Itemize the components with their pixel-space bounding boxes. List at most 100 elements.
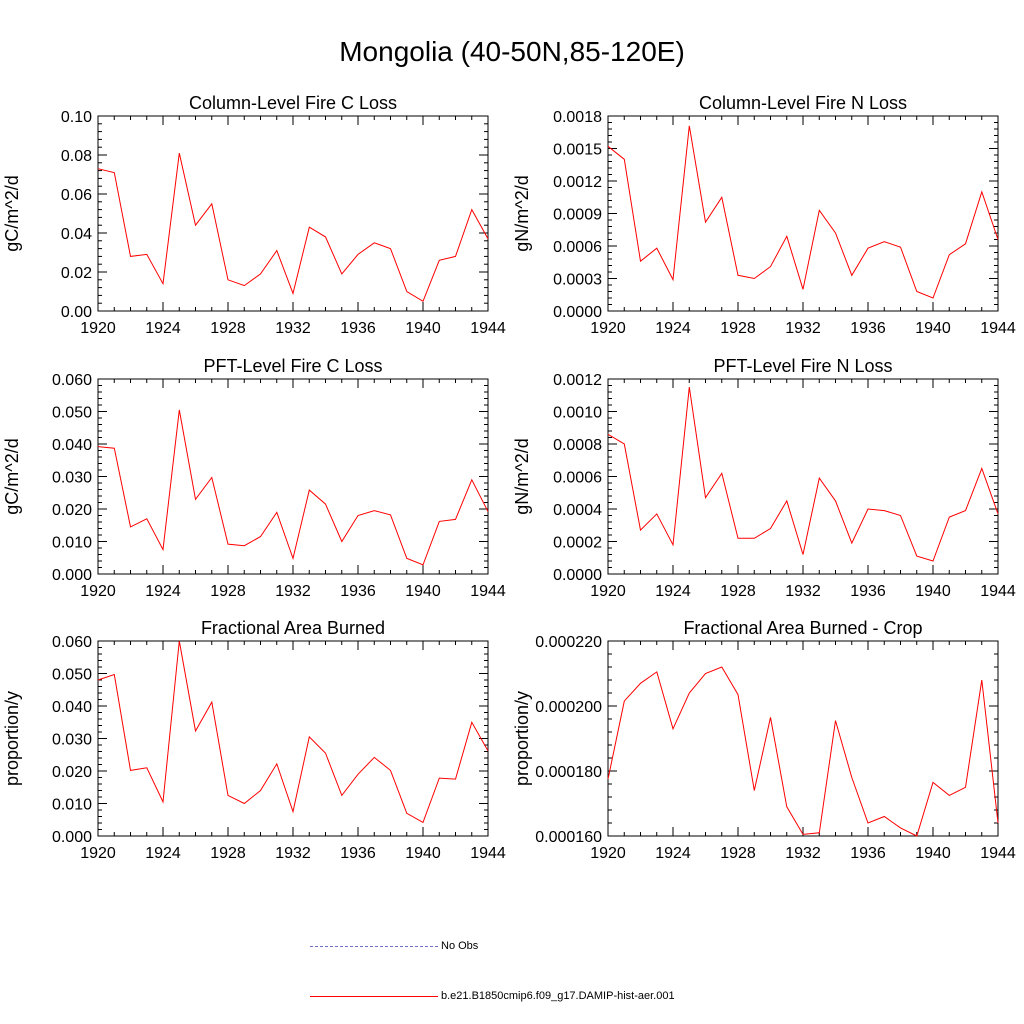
- x-tick-label: 1928: [210, 583, 246, 600]
- y-tick-label: 0.0012: [553, 372, 602, 389]
- x-tick-label: 1944: [980, 845, 1016, 862]
- x-tick-label: 1936: [850, 320, 886, 337]
- x-tick-label: 1920: [80, 320, 116, 337]
- chart-panel-4: 1920 1924 1928 1932 1936 1940 1944 0.0000 0.0002…: [512, 356, 1016, 600]
- y-axis-label: proportion/y: [2, 691, 22, 786]
- y-tick-label: 0.040: [52, 437, 92, 454]
- y-tick-label: 0.0009: [553, 207, 602, 224]
- y-tick-label: 0.020: [52, 764, 92, 781]
- y-tick-label: 0.010: [52, 797, 92, 814]
- x-tick-label: 1924: [655, 845, 691, 862]
- plot-frame: [607, 640, 999, 837]
- y-tick-label: 0.0018: [553, 109, 602, 126]
- y-tick-label: 0.030: [52, 732, 92, 749]
- y-tick-label: 0.04: [61, 226, 92, 243]
- series-line-1: [97, 409, 489, 566]
- x-tick-label: 1920: [590, 845, 626, 862]
- x-tick-label: 1932: [785, 320, 821, 337]
- x-tick-label: 1944: [980, 320, 1016, 337]
- y-axis-label: gC/m^2/d: [2, 438, 22, 514]
- x-tick-label: 1920: [80, 845, 116, 862]
- x-tick-label: 1920: [590, 320, 626, 337]
- chart-panel-5: 1920 1924 1928 1932 1936 1940 1944 0.000 0.010 0.…: [2, 618, 506, 862]
- x-tick-label: 1932: [275, 845, 311, 862]
- y-tick-label: 0.0004: [553, 502, 602, 519]
- plot-frame: [97, 378, 489, 575]
- y-tick-label: 0.0010: [553, 405, 602, 422]
- subplot-title: Column-Level Fire N Loss: [699, 93, 907, 113]
- x-tick-label: 1936: [340, 583, 376, 600]
- x-tick-label: 1924: [655, 320, 691, 337]
- y-tick-label: 0.030: [52, 470, 92, 487]
- x-tick-label: 1928: [210, 845, 246, 862]
- y-tick-label: 0.000220: [535, 634, 602, 651]
- y-tick-label: 0.020: [52, 502, 92, 519]
- y-tick-label: 0.0000: [553, 304, 602, 321]
- x-tick-label: 1944: [980, 583, 1016, 600]
- subplot-title: Fractional Area Burned - Crop: [683, 618, 922, 638]
- x-tick-label: 1940: [405, 845, 441, 862]
- y-tick-label: 0.0006: [553, 470, 602, 487]
- x-tick-label: 1924: [145, 583, 181, 600]
- x-tick-label: 1944: [470, 845, 506, 862]
- legend-label-model: b.e21.B1850cmip6.f09_g17.DAMIP-hist-aer.…: [441, 990, 675, 1002]
- y-tick-label: 0.08: [61, 148, 92, 165]
- chart-panel-2: 1920 1924 1928 1932 1936 1940 1944 0.0000 0.0003…: [512, 93, 1016, 337]
- legend-label-obs: No Obs: [441, 940, 479, 952]
- y-tick-label: 0.040: [52, 699, 92, 716]
- series-line-1: [607, 125, 999, 299]
- x-tick-label: 1928: [720, 320, 756, 337]
- x-tick-label: 1932: [785, 845, 821, 862]
- plot-frame: [97, 640, 489, 837]
- x-tick-label: 1940: [405, 583, 441, 600]
- x-tick-label: 1920: [80, 583, 116, 600]
- x-tick-label: 1936: [850, 583, 886, 600]
- y-tick-label: 0.000200: [535, 699, 602, 716]
- subplot-title: PFT-Level Fire N Loss: [713, 356, 892, 376]
- x-tick-label: 1936: [340, 845, 376, 862]
- x-tick-label: 1940: [915, 845, 951, 862]
- y-tick-label: 0.000180: [535, 764, 602, 781]
- y-axis-label: gC/m^2/d: [2, 175, 22, 251]
- legend-swatch-obs: [310, 946, 438, 947]
- y-tick-label: 0.060: [52, 634, 92, 651]
- y-tick-label: 0.000: [52, 829, 92, 846]
- series-line-1: [97, 152, 489, 303]
- x-tick-label: 1932: [785, 583, 821, 600]
- y-axis-label: gN/m^2/d: [512, 438, 532, 514]
- x-tick-label: 1936: [850, 845, 886, 862]
- y-tick-label: 0.0012: [553, 174, 602, 191]
- x-tick-label: 1944: [470, 583, 506, 600]
- legend-swatch-model: [310, 996, 438, 997]
- chart-panel-1: 1920 1924 1928 1932 1936 1940 1944 0.00 0.02 0.04…: [2, 93, 506, 337]
- y-tick-label: 0.0003: [553, 272, 602, 289]
- x-tick-label: 1924: [145, 845, 181, 862]
- y-tick-label: 0.000160: [535, 829, 602, 846]
- y-tick-label: 0.0008: [553, 437, 602, 454]
- x-tick-label: 1936: [340, 320, 376, 337]
- x-tick-label: 1940: [915, 583, 951, 600]
- y-tick-label: 0.050: [52, 405, 92, 422]
- plot-frame: [97, 115, 489, 312]
- x-tick-label: 1920: [590, 583, 626, 600]
- subplot-title: Column-Level Fire C Loss: [189, 93, 397, 113]
- x-tick-label: 1928: [720, 583, 756, 600]
- y-tick-label: 0.0000: [553, 567, 602, 584]
- x-tick-label: 1928: [720, 845, 756, 862]
- x-tick-label: 1940: [405, 320, 441, 337]
- x-tick-label: 1944: [470, 320, 506, 337]
- series-line-1: [607, 666, 999, 837]
- series-line-1: [97, 640, 489, 824]
- y-tick-label: 0.02: [61, 265, 92, 282]
- y-tick-label: 0.000: [52, 567, 92, 584]
- x-tick-label: 1928: [210, 320, 246, 337]
- y-tick-label: 0.0002: [553, 535, 602, 552]
- y-axis-label: proportion/y: [512, 691, 532, 786]
- series-line-1: [607, 387, 999, 562]
- x-tick-label: 1924: [655, 583, 691, 600]
- y-tick-label: 0.06: [61, 187, 92, 204]
- y-tick-label: 0.050: [52, 667, 92, 684]
- y-tick-label: 0.0015: [553, 142, 602, 159]
- y-tick-label: 0.00: [61, 304, 92, 321]
